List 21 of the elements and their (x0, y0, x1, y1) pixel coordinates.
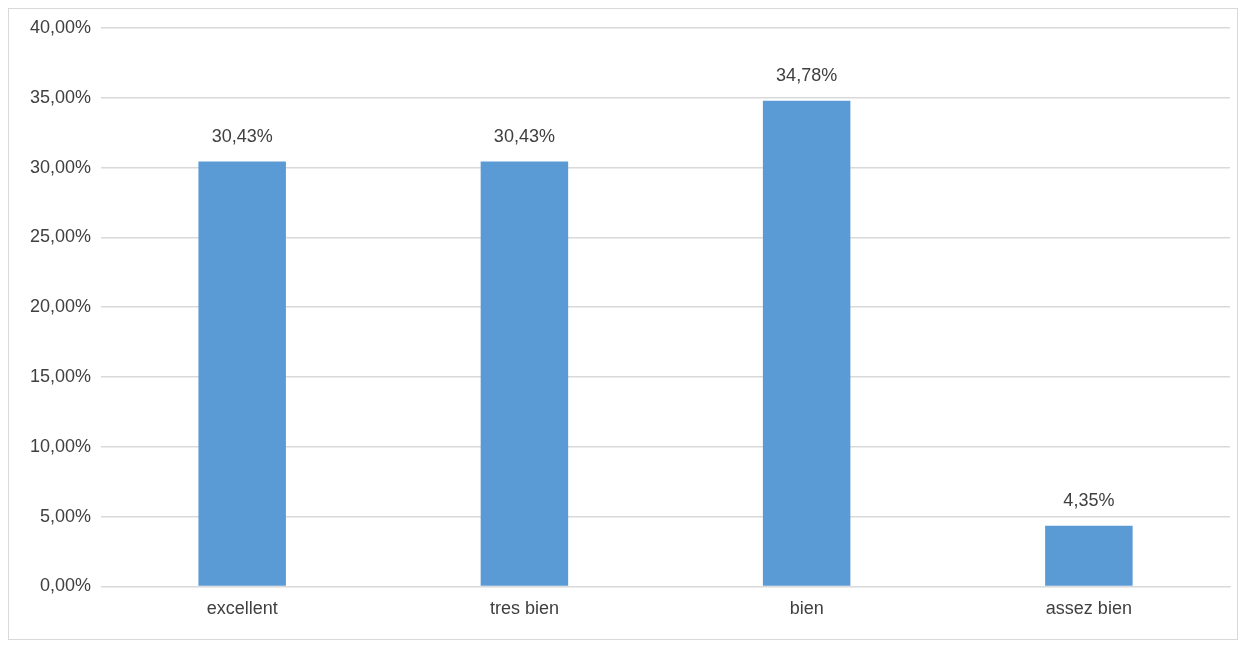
data-label: 30,43% (211, 125, 273, 146)
y-tick-label: 20,00% (29, 296, 92, 317)
y-tick-label: 15,00% (29, 365, 92, 386)
x-tick-label: tres bien (489, 598, 559, 619)
data-label: 4,35% (1063, 489, 1115, 510)
bar (1045, 525, 1133, 586)
y-tick-label: 40,00% (29, 16, 92, 37)
bar (198, 161, 286, 586)
bar (762, 100, 851, 586)
y-tick-label: 10,00% (29, 435, 92, 456)
y-tick-label: 25,00% (29, 226, 92, 247)
bar (480, 161, 569, 586)
x-tick-label: excellent (206, 598, 278, 619)
x-tick-label: assez bien (1045, 598, 1132, 619)
y-tick-label: 5,00% (40, 505, 92, 526)
y-tick-label: 30,00% (29, 156, 92, 177)
data-label: 30,43% (493, 125, 555, 146)
x-tick-label: bien (789, 598, 824, 619)
data-label: 34,78% (776, 64, 838, 85)
y-tick-label: 0,00% (40, 575, 92, 596)
y-tick-label: 35,00% (29, 86, 92, 107)
